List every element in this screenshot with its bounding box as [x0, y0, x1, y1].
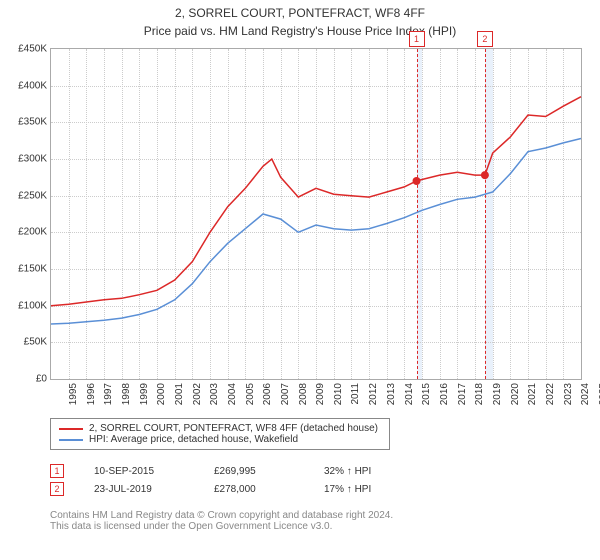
y-tick-label: £250K [18, 190, 51, 201]
sale-index-marker: 1 [409, 31, 425, 47]
y-tick-label: £200K [18, 227, 51, 238]
x-tick-label: 1996 [85, 383, 96, 405]
legend-swatch [59, 428, 83, 430]
y-tick-label: £100K [18, 300, 51, 311]
chart-title-line1: 2, SORREL COURT, PONTEFRACT, WF8 4FF [0, 6, 600, 20]
x-tick-label: 2005 [244, 383, 255, 405]
legend-row: 2, SORREL COURT, PONTEFRACT, WF8 4FF (de… [59, 423, 381, 434]
x-tick-label: 2000 [156, 383, 167, 405]
sale-marker [481, 171, 489, 179]
legend-label: 2, SORREL COURT, PONTEFRACT, WF8 4FF (de… [89, 423, 378, 434]
sales-row: 2 23-JUL-2019 £278,000 17% ↑ HPI [50, 480, 371, 498]
x-tick-label: 2024 [580, 383, 591, 405]
x-tick-label: 2008 [297, 383, 308, 405]
sale-index-box: 2 [50, 482, 64, 496]
x-tick-label: 1997 [103, 383, 114, 405]
x-tick-label: 2018 [474, 383, 485, 405]
x-tick-label: 2014 [403, 383, 414, 405]
series-price_paid [51, 97, 581, 306]
x-tick-label: 2012 [368, 383, 379, 405]
x-tick-label: 2003 [209, 383, 220, 405]
x-tick-label: 2002 [191, 383, 202, 405]
sales-row: 1 10-SEP-2015 £269,995 32% ↑ HPI [50, 462, 371, 480]
sale-date: 10-SEP-2015 [94, 466, 184, 477]
y-tick-label: £450K [18, 44, 51, 55]
x-tick-label: 2010 [333, 383, 344, 405]
y-tick-label: £150K [18, 264, 51, 275]
x-tick-label: 2007 [280, 383, 291, 405]
y-tick-label: £50K [24, 337, 51, 348]
sales-table: 1 10-SEP-2015 £269,995 32% ↑ HPI 2 23-JUL-201… [50, 462, 371, 498]
sale-marker [413, 177, 421, 185]
x-tick-label: 2015 [421, 383, 432, 405]
y-tick-label: £400K [18, 80, 51, 91]
legend-row: HPI: Average price, detached house, Wake… [59, 434, 381, 445]
sale-price: £269,995 [214, 466, 294, 477]
x-tick-label: 2019 [492, 383, 503, 405]
x-tick-label: 2004 [227, 383, 238, 405]
sale-price: £278,000 [214, 484, 294, 495]
x-tick-label: 2006 [262, 383, 273, 405]
x-tick-label: 2021 [527, 383, 538, 405]
x-tick-label: 2022 [545, 383, 556, 405]
x-tick-label: 1998 [121, 383, 132, 405]
x-tick-label: 2023 [562, 383, 573, 405]
x-tick-label: 2016 [439, 383, 450, 405]
footer-line: Contains HM Land Registry data © Crown c… [50, 510, 393, 521]
y-tick-label: £300K [18, 154, 51, 165]
chart-title-line2: Price paid vs. HM Land Registry's House … [0, 24, 600, 38]
x-tick-label: 2001 [174, 383, 185, 405]
x-tick-label: 2020 [509, 383, 520, 405]
x-tick-label: 1999 [138, 383, 149, 405]
x-tick-label: 2013 [386, 383, 397, 405]
sale-date: 23-JUL-2019 [94, 484, 184, 495]
legend-label: HPI: Average price, detached house, Wake… [89, 434, 298, 445]
chart-plot-area: £0£50K£100K£150K£200K£250K£300K£350K£400… [50, 48, 582, 380]
x-tick-label: 2017 [456, 383, 467, 405]
footer-attribution: Contains HM Land Registry data © Crown c… [50, 510, 393, 532]
sale-index-box: 1 [50, 464, 64, 478]
sale-delta: 17% ↑ HPI [324, 484, 371, 495]
chart-legend: 2, SORREL COURT, PONTEFRACT, WF8 4FF (de… [50, 418, 390, 450]
legend-swatch [59, 439, 83, 441]
footer-line: This data is licensed under the Open Gov… [50, 521, 393, 532]
x-tick-label: 1995 [68, 383, 79, 405]
y-tick-label: £0 [36, 374, 51, 385]
sale-index-marker: 2 [477, 31, 493, 47]
x-tick-label: 2011 [350, 383, 361, 405]
plot-svg [51, 49, 581, 379]
sale-delta: 32% ↑ HPI [324, 466, 371, 477]
x-tick-label: 2009 [315, 383, 326, 405]
y-tick-label: £350K [18, 117, 51, 128]
